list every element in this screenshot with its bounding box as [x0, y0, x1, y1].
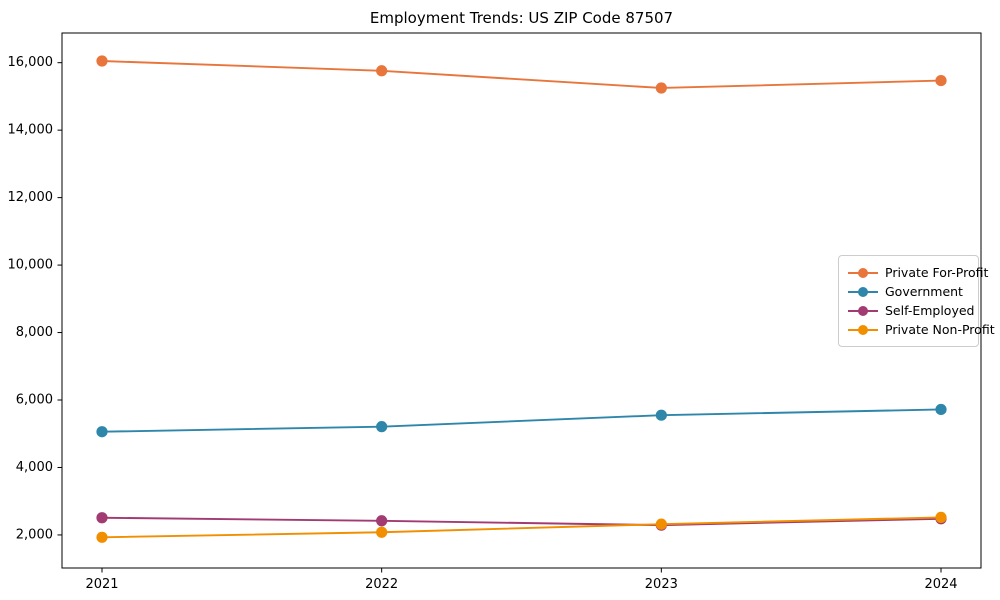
plot-border	[61, 32, 982, 569]
chart-title: Employment Trends: US ZIP Code 87507	[369, 9, 674, 27]
data-point-marker	[935, 74, 947, 87]
legend-swatch-icon	[848, 267, 878, 279]
legend-item: Self-Employed	[848, 301, 974, 320]
series-line	[101, 408, 942, 433]
legend-item: Government	[848, 282, 969, 301]
legend-label: Private Non-Profit	[885, 322, 995, 337]
x-tick-label: 2022	[365, 577, 398, 592]
y-tick-label: 10,000	[8, 258, 54, 273]
data-point-marker	[376, 65, 388, 77]
legend-label: Private For-Profit	[885, 265, 989, 280]
data-point-marker	[96, 426, 108, 438]
legend-swatch-icon	[848, 286, 878, 298]
data-point-marker	[96, 512, 108, 524]
y-tick-label: 6,000	[16, 393, 53, 408]
y-tick-label: 2,000	[16, 527, 53, 542]
legend-item: Private For-Profit	[848, 263, 988, 282]
data-point-marker	[96, 531, 108, 543]
x-tick-label: 2023	[645, 577, 678, 592]
y-tick-label: 12,000	[8, 190, 54, 205]
series-line	[101, 516, 942, 539]
data-point-marker	[935, 511, 947, 524]
data-point-marker	[96, 55, 108, 67]
legend-item: Private Non-Profit	[848, 320, 995, 339]
legend-swatch-icon	[848, 324, 878, 336]
y-tick-label: 4,000	[16, 460, 53, 475]
data-point-marker	[376, 526, 388, 538]
legend-label: Government	[885, 284, 963, 299]
data-point-marker	[376, 421, 388, 433]
data-point-marker	[655, 409, 667, 421]
data-point-marker	[655, 82, 667, 94]
x-tick-label: 2021	[85, 577, 118, 592]
data-point-marker	[935, 403, 947, 416]
series-line	[101, 60, 942, 89]
y-tick-label: 14,000	[8, 123, 54, 138]
y-tick-label: 16,000	[8, 55, 54, 70]
legend: Private For-Profit Government Self-Employe…	[838, 255, 995, 347]
data-point-marker	[376, 515, 388, 527]
legend-label: Self-Employed	[885, 303, 975, 318]
series-line	[101, 516, 942, 527]
data-point-marker	[655, 518, 667, 530]
x-tick-label: 2024	[924, 577, 957, 592]
legend-swatch-icon	[848, 305, 878, 317]
y-tick-label: 8,000	[16, 325, 53, 340]
